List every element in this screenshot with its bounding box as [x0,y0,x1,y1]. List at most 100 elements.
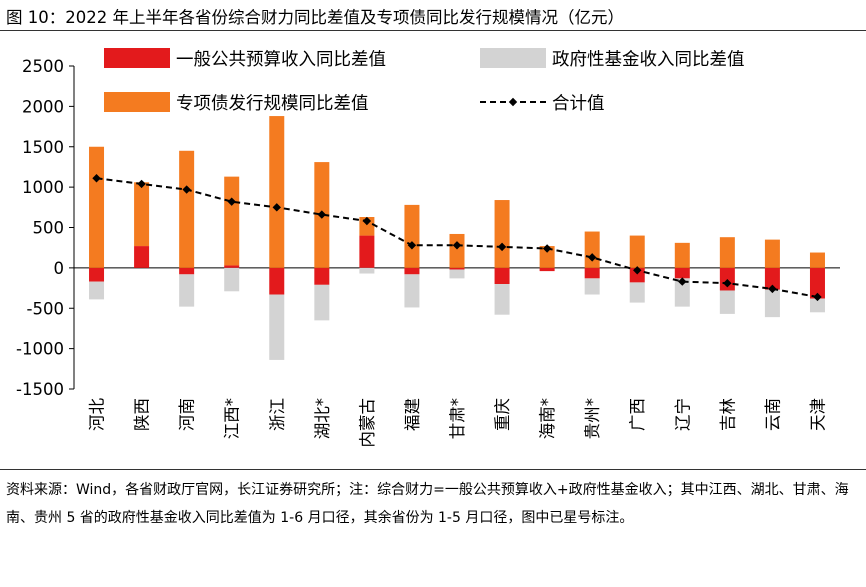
bar-segment [494,284,510,315]
bar-segment [809,267,825,299]
total-point [768,284,777,294]
y-tick-label: -1500 [16,380,64,399]
total-point [813,292,822,302]
bar-segment [494,267,510,285]
bar-segment [314,284,330,321]
bar-segment [539,267,555,272]
x-tick-label: 湖北* [313,398,332,439]
bar-segment [269,116,285,268]
x-tick-label: 江西* [223,398,242,439]
bar-segment [179,274,195,307]
y-tick-label: 2500 [22,57,64,76]
legend-label: 一般公共预算收入同比差值 [176,50,386,70]
y-tick-label: -1000 [16,340,64,359]
source-note: 资料来源：Wind，各省财政厅官网，长江证券研究所；注：综合财力=一般公共预算收… [6,482,849,526]
y-tick-label: 1500 [22,138,64,157]
bar-segment [674,242,690,268]
x-tick-label: 辽宁 [673,398,692,431]
x-tick-label: 福建 [403,398,422,431]
bar-segment [494,200,510,268]
bar-segment [584,231,600,268]
legend-swatch [104,92,170,112]
y-axis: 2500 2000 1500 1000 500 0 -500 -1000 -1500 [16,57,840,399]
bar-segment [764,267,780,290]
bar-segment [809,252,825,268]
bar-segment [809,298,825,313]
bar-segment [629,235,645,268]
bar-segment [269,267,285,295]
total-point [587,253,597,262]
bar-segment [89,281,105,300]
bars [89,116,825,360]
total-point [317,210,327,219]
total-point [452,241,462,250]
x-axis: 河北 陕西 河南 江西* 浙江 湖北* 内蒙古 福建 甘肃* 重庆 海南* 贵州* 广西 辽宁 吉林 云南 天津 [88,398,828,448]
bar-segment [674,278,690,307]
total-point [633,266,642,275]
y-tick-label: 1000 [22,178,64,197]
x-tick-label: 内蒙古 [358,398,377,448]
bar-segment [89,267,105,282]
y-tick-label: 2000 [22,97,64,116]
total-point [407,241,417,250]
total-point [182,185,191,194]
total-point [678,277,687,286]
y-tick-label: 0 [54,259,65,278]
total-line [92,174,822,302]
total-point [542,244,552,253]
legend-marker [508,97,518,107]
bar-segment [719,290,735,314]
x-tick-label: 云南 [763,398,782,431]
total-point [92,174,101,183]
total-point [723,279,732,288]
bar-segment [314,267,330,285]
source-rule [0,469,866,470]
total-point [227,197,236,206]
total-point [497,242,507,252]
bar-segment [359,267,375,274]
x-tick-label: 贵州* [583,398,602,439]
bar-segment [224,265,240,268]
bar-segment [629,282,645,303]
x-tick-label: 浙江 [268,398,287,431]
bar-segment [179,150,195,268]
bar-segment [404,204,420,268]
bar-segment [179,267,195,275]
y-tick-label: -500 [27,299,64,318]
x-tick-label: 重庆 [493,398,512,431]
legend-label: 专项债发行规模同比差值 [176,94,369,114]
bar-segment [89,146,105,268]
bar-segment [404,274,420,308]
x-tick-label: 天津 [808,398,827,431]
bar-segment [584,267,600,279]
total-point [362,216,372,226]
x-tick-label: 吉林 [718,398,737,432]
legend-swatch [480,48,546,68]
bar-segment [134,182,150,247]
x-tick-label: 陕西 [133,398,152,431]
bar-segment [359,235,375,268]
bar-segment [449,269,465,279]
x-tick-label: 海南* [538,398,557,439]
bar-segment [449,233,465,268]
bar-segment [359,217,375,236]
x-tick-label: 河北 [88,398,107,432]
legend-label: 政府性基金收入同比差值 [552,50,745,70]
bar-segment [674,267,690,279]
bar-segment [539,246,555,268]
y-tick-label: 500 [33,219,65,238]
total-point [137,179,146,189]
title-rule [0,30,866,31]
legend-swatch [104,48,170,68]
bar-segment [224,176,240,266]
x-tick-label: 河南 [178,398,197,431]
bar-segment [134,246,150,268]
bar-segment [764,239,780,268]
bar-segment [629,267,645,283]
bar-segment [584,278,600,295]
bar-segment [764,289,780,318]
bar-segment [719,237,735,268]
bar-segment [404,267,420,275]
total-point [272,203,281,212]
